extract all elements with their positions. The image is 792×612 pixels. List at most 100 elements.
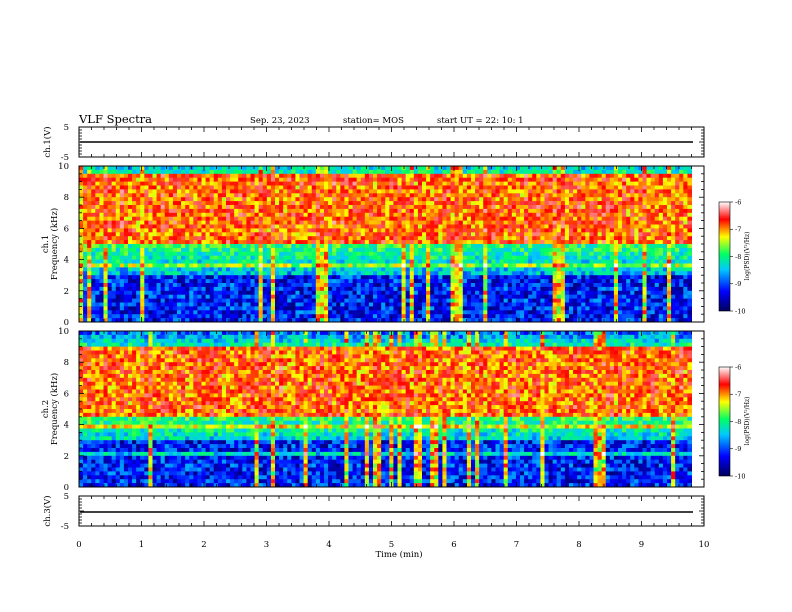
spectrogram-cell: [221, 177, 227, 183]
spectrogram-cell: [442, 290, 447, 296]
spectrogram-cell: [475, 244, 480, 249]
spectrogram-cell: [556, 232, 562, 237]
spectrogram-cell: [119, 283, 125, 288]
spectrogram-cell: [389, 251, 394, 257]
spectrogram-cell: [483, 318, 488, 323]
spectrogram-cell: [417, 193, 423, 198]
spectrogram-cell: [287, 220, 292, 225]
spectrogram-cell: [430, 294, 435, 300]
spectrogram-cell: [360, 310, 366, 315]
spectrogram-cell: [197, 236, 202, 241]
spectrogram-cell: [275, 173, 280, 179]
spectrogram-cell: [540, 286, 545, 292]
spectrogram-cell: [238, 181, 243, 186]
spectrogram-cell: [177, 232, 182, 237]
spectrogram-cell: [177, 302, 182, 307]
spectrogram-cell: [397, 290, 403, 296]
spectrogram-cell: [520, 208, 525, 214]
spectrogram-cell: [540, 314, 545, 319]
spectrogram-cell: [140, 318, 145, 323]
spectrogram-cell: [307, 244, 313, 249]
spectrogram-cell: [164, 298, 170, 303]
spectrogram-cell: [295, 224, 300, 229]
spectrogram-cell: [373, 244, 378, 249]
spectrogram-cell: [123, 271, 129, 276]
spectrogram-cell: [83, 224, 88, 229]
spectrogram-cell: [499, 185, 505, 190]
spectrogram-cell: [532, 232, 537, 237]
spectrogram-cell: [287, 255, 292, 261]
spectrogram-cell: [279, 189, 284, 194]
spectrogram-cell: [238, 314, 243, 319]
spectrogram-cell: [560, 298, 566, 303]
spectrogram-cell: [503, 302, 509, 307]
spectrogram-cell: [536, 267, 541, 272]
spectrogram-cell: [356, 189, 362, 194]
spectrogram-cell: [564, 310, 570, 315]
spectrogram-cell: [275, 189, 280, 194]
spectrogram-cell: [430, 275, 435, 280]
spectrogram-cell: [234, 208, 239, 214]
spectrogram-cell: [454, 318, 460, 323]
spectrogram-cell: [270, 208, 276, 214]
spectrogram-cell: [181, 259, 186, 264]
spectrogram-cell: [128, 294, 133, 300]
spectrogram-cell: [524, 290, 529, 296]
spectrogram-cell: [168, 169, 174, 175]
spectrogram-cell: [413, 173, 419, 179]
spectrogram-cell: [136, 177, 141, 183]
spectrogram-cell: [111, 189, 117, 194]
spectrogram-cell: [556, 236, 562, 241]
spectrogram-cell: [454, 294, 460, 300]
spectrogram-cell: [405, 240, 411, 245]
spectrogram-cell: [205, 193, 211, 198]
spectrogram-cell: [540, 255, 545, 261]
spectrogram-cell: [413, 255, 419, 261]
spectrogram-cell: [230, 298, 235, 303]
spectrogram-cell: [299, 302, 305, 307]
spectrogram-cell: [238, 228, 243, 233]
spectrogram-cell: [311, 212, 317, 218]
spectrogram-cell: [107, 302, 113, 307]
spectrogram-cell: [95, 251, 100, 257]
spectrogram-cell: [556, 255, 562, 261]
spectrogram-cell: [483, 310, 488, 315]
spectrogram-cell: [446, 185, 452, 190]
spectrogram-cell: [254, 169, 260, 175]
spectrogram-cell: [319, 302, 325, 307]
spectrogram-cell: [144, 263, 149, 268]
spectrogram-cell: [573, 193, 578, 198]
spectrogram-cell: [385, 259, 390, 264]
spectrogram-cell: [381, 306, 386, 311]
spectrogram-cell: [524, 271, 529, 276]
spectrogram-cell: [442, 251, 447, 257]
spectrogram-cell: [397, 263, 403, 268]
spectrogram-cell: [315, 228, 321, 233]
spectrogram-cell: [520, 232, 525, 237]
spectrogram-cell: [426, 220, 431, 225]
spectrogram-cell: [540, 193, 545, 198]
spectrogram-cell: [385, 314, 390, 319]
spectrogram-cell: [487, 185, 492, 190]
spectrogram-cell: [377, 310, 382, 315]
spectrogram-cell: [238, 247, 243, 253]
spectrogram-cell: [544, 247, 550, 253]
spectrogram-cell: [226, 279, 231, 284]
spectrogram-cell: [303, 310, 309, 315]
spectrogram-cell: [299, 205, 305, 210]
spectrogram-cell: [315, 318, 321, 323]
spectrogram-cell: [511, 201, 517, 206]
spectrogram-cell: [569, 216, 574, 222]
spectrogram-cell: [548, 251, 554, 257]
spectrogram-cell: [152, 271, 158, 276]
spectrogram-cell: [552, 232, 558, 237]
spectrogram-cell: [360, 236, 366, 241]
spectrogram-cell: [479, 251, 484, 257]
spectrogram-cell: [136, 193, 141, 198]
spectrogram-cell: [234, 181, 239, 186]
spectrogram-cell: [475, 169, 480, 175]
spectrogram-cell: [111, 244, 117, 249]
spectrogram-cell: [528, 208, 533, 214]
spectrogram-cell: [152, 306, 158, 311]
spectrogram-cell: [393, 263, 398, 268]
